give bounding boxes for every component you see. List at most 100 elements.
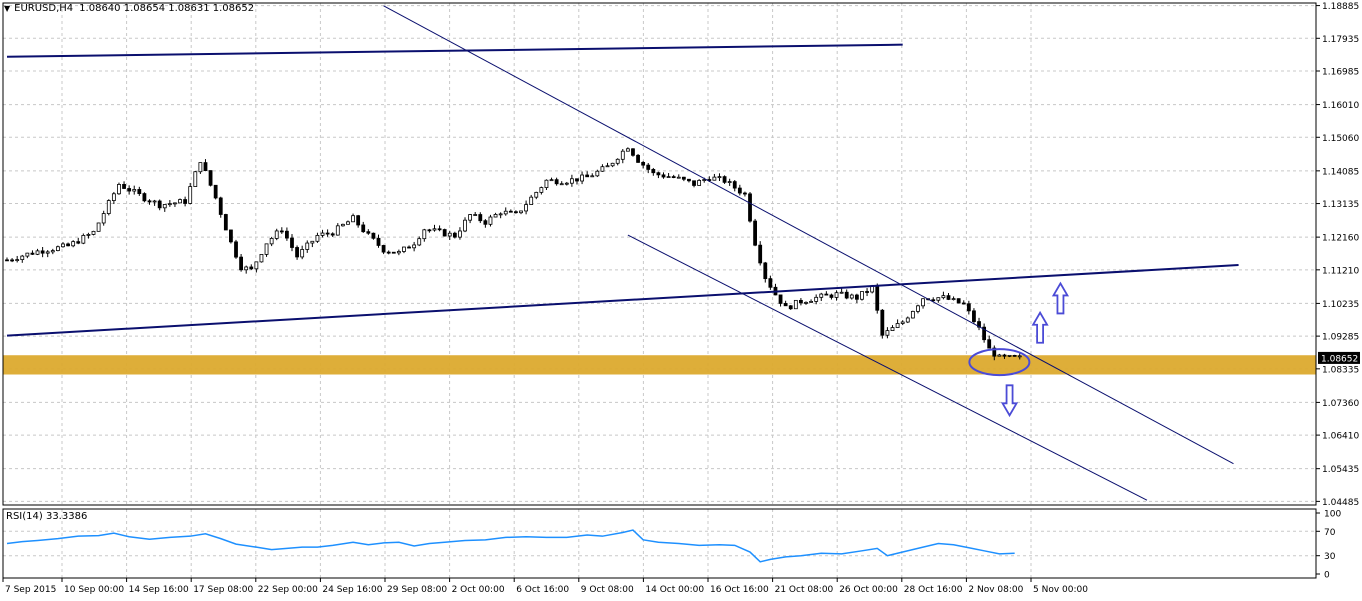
rsi-line — [6, 529, 1015, 563]
y-tick-label: 1.16985 — [1322, 68, 1359, 78]
bull-candle — [71, 241, 76, 247]
bull-candle — [834, 292, 839, 298]
bear-candle — [758, 244, 763, 264]
bull-candle — [167, 203, 172, 206]
bear-candle — [223, 214, 228, 231]
y-tick-label: 1.12160 — [1322, 234, 1359, 244]
bull-candle — [559, 183, 564, 186]
bull-candle — [264, 243, 269, 255]
x-tick-label: 14 Sep 16:00 — [129, 585, 189, 595]
bull-candle — [519, 210, 523, 214]
bear-candle — [946, 295, 951, 300]
bear-candle — [824, 293, 829, 296]
bull-candle — [620, 150, 625, 160]
up-arrow-icon — [1051, 281, 1070, 315]
bear-candle — [992, 347, 997, 357]
y-tick-label: 1.08335 — [1322, 365, 1359, 375]
dropdown-triangle-icon[interactable]: ▼ — [4, 4, 11, 13]
rsi-series — [6, 529, 1015, 563]
bear-candle — [183, 199, 188, 204]
x-tick-label: 22 Sep 00:00 — [258, 585, 318, 595]
bull-candle — [162, 204, 167, 209]
bull-candle — [997, 354, 1002, 357]
bull-candle — [590, 175, 595, 178]
bull-candle — [117, 184, 121, 195]
bull-candle — [106, 200, 111, 214]
bear-candle — [371, 232, 376, 239]
bear-candle — [641, 162, 646, 166]
bear-candle — [844, 291, 849, 299]
bull-candle — [300, 249, 305, 258]
bull-candle — [600, 166, 605, 172]
bear-candle — [768, 278, 773, 288]
bull-candle — [412, 244, 417, 249]
bear-candle — [122, 184, 126, 189]
bear-candle — [799, 299, 803, 304]
bull-candle — [45, 251, 50, 254]
bear-candle — [478, 214, 483, 222]
bear-candle — [10, 259, 14, 262]
bull-candle — [849, 294, 854, 299]
bull-candle — [15, 259, 20, 261]
bear-candle — [356, 215, 361, 226]
bull-candle — [524, 204, 528, 212]
x-tick-label: 29 Sep 08:00 — [387, 585, 447, 595]
bull-candle — [96, 222, 101, 232]
current-price-marker — [1318, 351, 1360, 364]
bear-candle — [656, 172, 661, 176]
bear-candle — [40, 250, 45, 254]
bull-candle — [860, 291, 864, 300]
trendline-layer — [6, 5, 1239, 501]
bear-candle — [76, 241, 81, 244]
bull-candle — [819, 293, 824, 298]
bear-candle — [361, 224, 366, 233]
bull-candle — [81, 235, 86, 244]
bull-candle — [1017, 355, 1022, 358]
bull-candle — [310, 240, 315, 244]
bull-candle — [936, 297, 941, 301]
x-tick-label: 21 Oct 08:00 — [775, 585, 834, 595]
grid-layer — [2, 3, 1316, 578]
y-tick-label: 1.06410 — [1322, 432, 1359, 442]
bear-candle — [203, 162, 208, 171]
bear-candle — [137, 189, 142, 194]
bear-candle — [554, 179, 559, 185]
bear-candle — [854, 294, 859, 300]
bull-candle — [132, 189, 137, 192]
bear-candle — [778, 294, 783, 304]
bull-candle — [610, 162, 615, 167]
bear-candle — [285, 230, 289, 239]
bull-candle — [111, 193, 116, 201]
bull-candle — [463, 219, 467, 232]
bull-candle — [244, 266, 249, 271]
bear-candle — [427, 229, 432, 232]
bull-candle — [269, 238, 274, 245]
bear-candle — [753, 220, 758, 246]
bear-candle — [483, 220, 488, 225]
bull-candle — [91, 230, 96, 235]
x-tick-label: 26 Oct 00:00 — [839, 585, 898, 595]
bear-candle — [966, 303, 971, 312]
bear-candle — [585, 174, 590, 178]
bear-candle — [442, 229, 447, 237]
bear-candle — [5, 259, 9, 262]
channel-lower-line — [627, 234, 1148, 501]
x-tick-label: 16 Oct 16:00 — [710, 585, 769, 595]
bull-candle — [458, 230, 462, 238]
bear-candle — [127, 188, 132, 192]
bull-candle — [564, 182, 569, 185]
bear-candle — [671, 176, 676, 179]
bear-candle — [865, 291, 869, 293]
bull-candle — [422, 229, 427, 240]
bull-candle — [315, 235, 320, 242]
rsi-tick-label: 30 — [1324, 552, 1336, 562]
bear-candle — [508, 210, 513, 213]
current-price-label: 1.08652 — [1321, 354, 1358, 364]
bear-candle — [1012, 354, 1017, 357]
bear-candle — [651, 169, 656, 174]
bear-candle — [783, 303, 788, 307]
bull-candle — [468, 214, 473, 221]
bear-candle — [646, 164, 651, 170]
